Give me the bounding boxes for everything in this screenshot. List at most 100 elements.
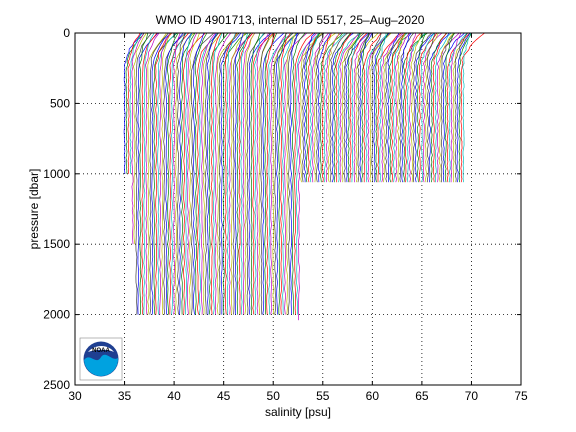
salinity-profile-line [438,32,455,183]
salinity-profile-line [422,32,443,183]
salinity-profile-line [153,32,178,315]
salinity-profile-line [290,32,298,315]
salinity-profile-line [222,32,248,315]
salinity-profile-line [341,32,363,183]
salinity-profile-line [315,32,324,183]
salinity-profile-line [246,32,266,315]
salinity-profile-line [236,32,252,315]
salinity-profile-line [401,32,412,183]
salinity-profile-line [442,32,465,183]
salinity-profile-line [129,32,143,174]
salinity-profile-line [432,32,447,183]
salinity-profile-line [268,32,293,315]
x-axis-label: salinity [psu] [265,405,331,419]
salinity-profile-line [329,32,348,183]
salinity-profile-line [155,32,173,315]
salinity-profile-line [434,32,452,183]
salinity-profile-line [149,32,169,315]
salinity-profile-line [296,32,321,315]
axis-ticks [74,32,522,386]
chart-title: WMO ID 4901713, internal ID 5517, 25–Aug… [156,13,425,27]
salinity-profile-line [242,32,256,315]
salinity-profile-line [167,32,179,315]
salinity-profile-line [454,32,468,183]
salinity-profile-line [452,32,471,183]
salinity-profile-line [405,32,422,183]
salinity-profile-line [391,32,406,183]
salinity-profile-line [244,32,255,315]
y-tick-label: 1500 [43,237,70,251]
noaa-logo: NOAA [79,337,123,381]
salinity-profile-line [446,32,471,183]
salinity-profile-line [143,32,155,315]
salinity-profile-line [313,32,337,183]
salinity-profile-line [250,32,261,315]
salinity-profile-line [317,32,331,183]
salinity-profile-line [379,32,387,183]
salinity-profile-line [228,32,254,315]
salinity-profile-line [224,32,237,315]
salinity-profile-line [274,32,294,315]
salinity-profile-line [175,32,195,315]
salinity-profile-line [436,32,460,183]
noaa-logo-wordmark: NOAA [92,348,110,354]
salinity-profile-line [127,32,141,174]
salinity-profile-line [270,32,288,315]
salinity-profile-line [262,32,285,315]
salinity-profile-line [232,32,251,315]
salinity-profile-line [311,32,329,183]
salinity-profile-line [191,32,215,315]
salinity-profile-line [302,32,325,183]
salinity-profile-line [171,32,187,315]
x-tick-label: 65 [415,389,429,403]
salinity-profile-line [278,32,287,315]
salinity-profile-line [210,32,222,315]
salinity-profile-line [450,32,462,183]
salinity-profile-line [169,32,189,315]
salinity-profile-line [212,32,223,315]
x-tick-label: 75 [514,389,528,403]
profile-series [123,32,485,321]
salinity-profile-line [165,32,184,315]
salinity-profile-line [187,32,198,315]
x-tick-label: 50 [267,389,281,403]
salinity-profile-line [198,32,219,315]
salinity-profile-line [300,32,323,183]
salinity-profile-line [266,32,276,315]
salinity-profile-line [139,32,149,315]
y-tick-label: 500 [50,96,70,110]
salinity-profile-line [388,32,410,183]
salinity-profile-line [204,32,219,315]
salinity-profile-line [145,32,160,315]
salinity-profile-line [361,32,370,183]
salinity-profile-line [284,32,308,315]
salinity-profile-line [367,32,392,183]
salinity-profile-line [202,32,223,315]
noaa-logo-bird [88,346,114,352]
salinity-profile-line [292,32,306,315]
salinity-profile-line [179,32,193,315]
salinity-profile-line [260,32,271,315]
salinity-profile-line [151,32,172,315]
salinity-profile-line [206,32,217,315]
salinity-profile-line [216,32,238,315]
y-tick-label: 1000 [43,167,70,181]
salinity-profile-line [416,32,426,183]
salinity-profile-line [256,32,270,315]
salinity-profile-line [319,32,343,183]
salinity-profile-line [444,32,455,183]
salinity-profile-line [131,32,144,245]
salinity-profile-line [297,32,318,321]
salinity-profile-line [254,32,265,315]
x-tick-label: 60 [366,389,380,403]
salinity-profile-line [460,32,485,183]
salinity-profile-line [252,32,274,315]
salinity-profile-line [413,32,433,183]
salinity-profile-line [421,32,435,183]
x-tick-label: 70 [465,389,479,403]
salinity-profile-line [125,32,145,174]
salinity-profile-line [157,32,177,315]
x-tick-label: 55 [316,389,330,403]
salinity-profile-line [272,32,298,315]
salinity-profile-line [163,32,186,315]
